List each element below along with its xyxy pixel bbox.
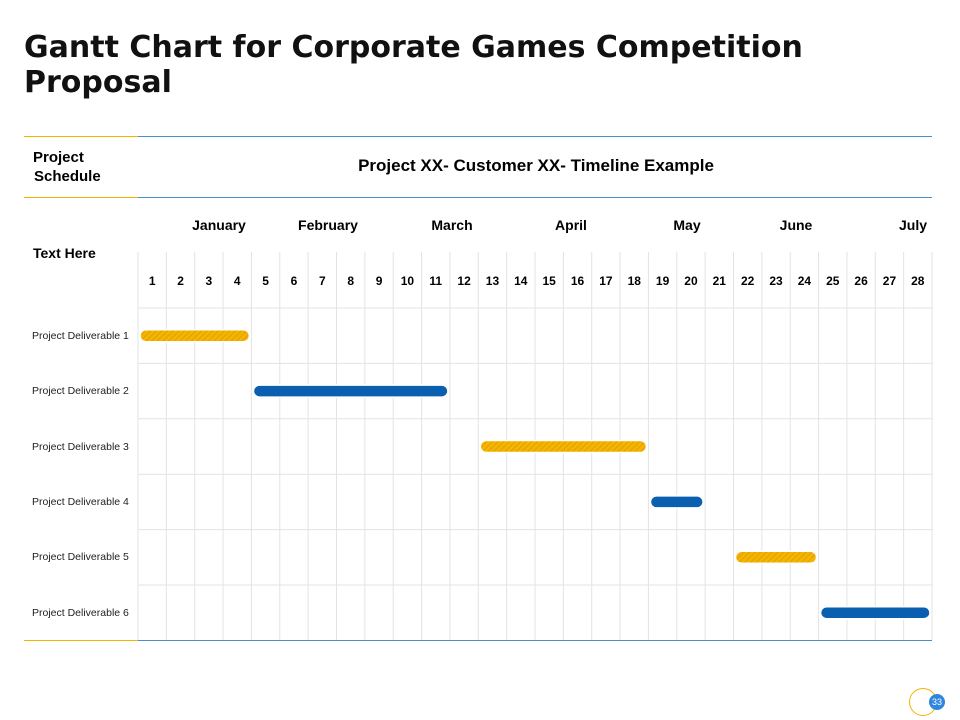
project-schedule-label: Project Schedule [33,148,101,186]
day-label: 14 [514,274,528,288]
day-label: 13 [485,274,500,288]
month-label: April [555,217,587,233]
gantt-bar [479,439,648,454]
day-label: 11 [429,274,443,288]
month-label: June [779,217,813,233]
day-label: 2 [177,274,184,288]
day-label: 1 [148,274,156,288]
day-label: 17 [599,274,613,288]
text-here-label: Text Here [33,245,96,261]
day-label: 8 [347,274,355,288]
header-bottom-line-blue [138,197,932,198]
header-top-line-gold [24,136,138,137]
day-label: 15 [542,274,556,288]
gantt-bar [649,495,704,509]
day-label: 12 [457,274,471,288]
day-label: 16 [570,274,585,288]
header-top-line-blue [138,136,932,137]
project-schedule-line1: Project [33,149,84,166]
month-label: January [192,217,246,233]
day-label: 5 [262,274,269,288]
task-label: Project Deliverable 6 [32,606,129,619]
day-label: 6 [290,274,298,288]
day-label: 18 [627,274,641,288]
header-bottom-line-gold [24,197,138,198]
day-label: 24 [797,274,812,288]
day-label: 28 [911,274,925,288]
page-title: Gantt Chart for Corporate Games Competit… [24,30,803,100]
gantt-bar [252,384,449,398]
day-label: 3 [205,274,213,288]
footer-line-blue [138,640,932,641]
page-number: 33 [929,694,945,710]
task-label: Project Deliverable 3 [32,440,129,453]
project-schedule-line2: Schedule [34,168,101,185]
gantt-bar [734,550,818,565]
day-label: 10 [400,274,415,288]
month-label: February [298,217,358,233]
task-label: Project Deliverable 2 [32,385,129,398]
task-label: Project Deliverable 4 [32,495,129,508]
day-label: 9 [375,274,383,288]
day-label: 7 [318,274,326,288]
day-label: 21 [712,274,726,288]
month-label: July [898,217,928,233]
day-label: 27 [882,274,897,288]
gantt-bar [139,328,251,343]
month-label: May [673,217,701,233]
task-label: Project Deliverable 1 [32,329,129,342]
day-label: 22 [740,274,755,288]
footer-line-gold [24,640,138,641]
month-label: March [431,217,473,233]
day-label: 19 [655,274,670,288]
day-label: 4 [233,274,241,288]
day-label: 23 [769,274,783,288]
day-label: 25 [826,274,840,288]
timeline-title: Project XX- Customer XX- Timeline Exampl… [358,156,714,175]
task-label: Project Deliverable 5 [32,551,129,564]
gantt-bar [819,605,931,620]
day-label: 26 [854,274,868,288]
day-label: 20 [684,274,698,288]
